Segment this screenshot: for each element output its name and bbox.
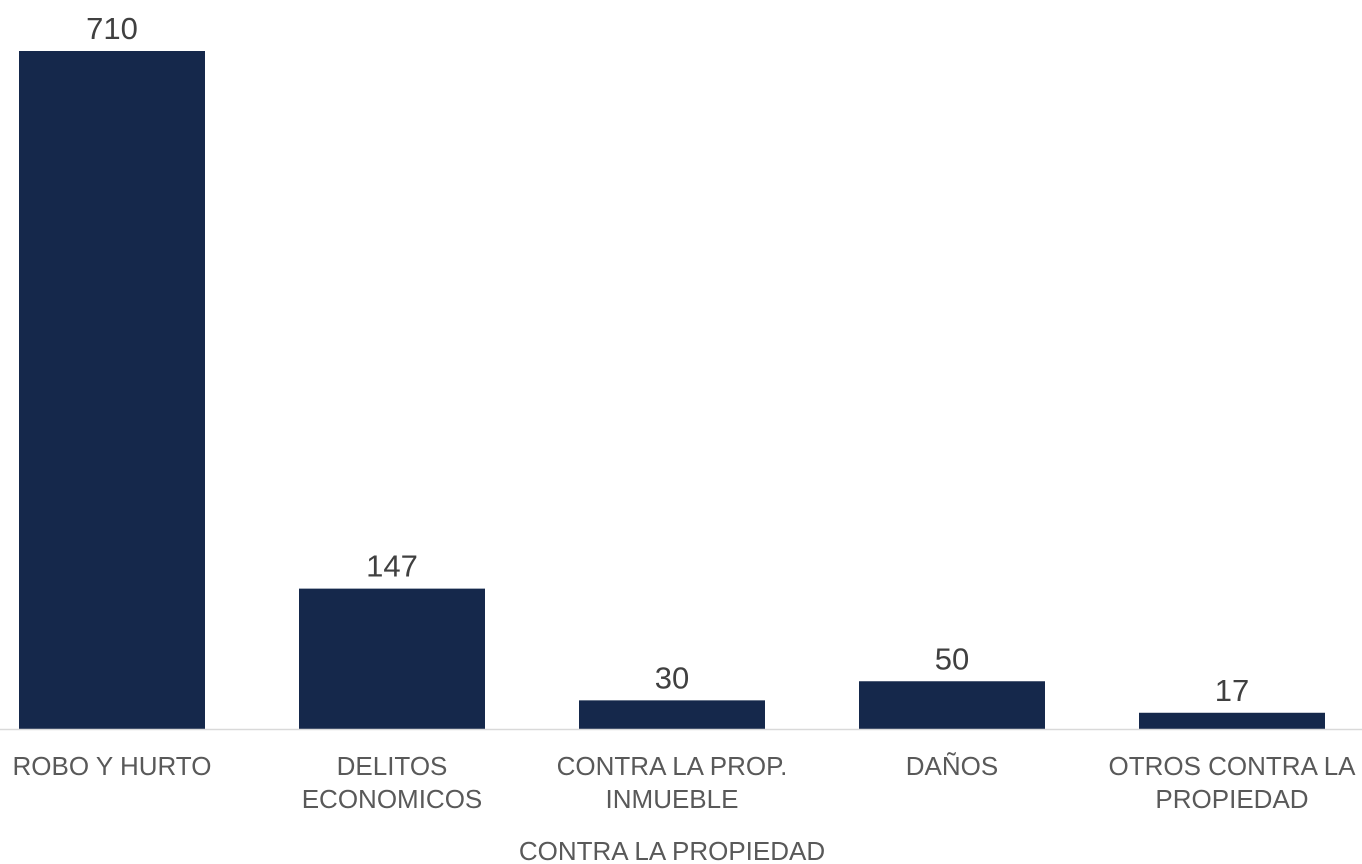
labels-group: 710 ROBO Y HURTO 147 DELITOS ECONOMICOS 30 CON… — [13, 11, 1357, 814]
bar-2 — [579, 700, 765, 729]
category-label-1: DELITOS ECONOMICOS — [302, 751, 483, 814]
data-label-3: 50 — [935, 641, 969, 676]
data-label-4: 17 — [1215, 673, 1249, 708]
data-label-0: 710 — [86, 11, 138, 46]
data-label-2: 30 — [655, 660, 689, 695]
category-label-0: ROBO Y HURTO — [13, 751, 212, 781]
data-label-1: 147 — [366, 549, 418, 584]
bar-1 — [299, 588, 485, 729]
bars-group — [19, 51, 1325, 729]
bar-0 — [19, 51, 205, 729]
category-label-4: OTROS CONTRA LA PROPIEDAD — [1108, 751, 1356, 814]
bar-3 — [859, 681, 1045, 729]
x-axis-group-label: CONTRA LA PROPIEDAD — [519, 836, 825, 864]
bar-4 — [1139, 712, 1325, 729]
category-label-3: DAÑOS — [906, 751, 998, 781]
category-label-2: CONTRA LA PROP. INMUEBLE — [557, 751, 788, 814]
